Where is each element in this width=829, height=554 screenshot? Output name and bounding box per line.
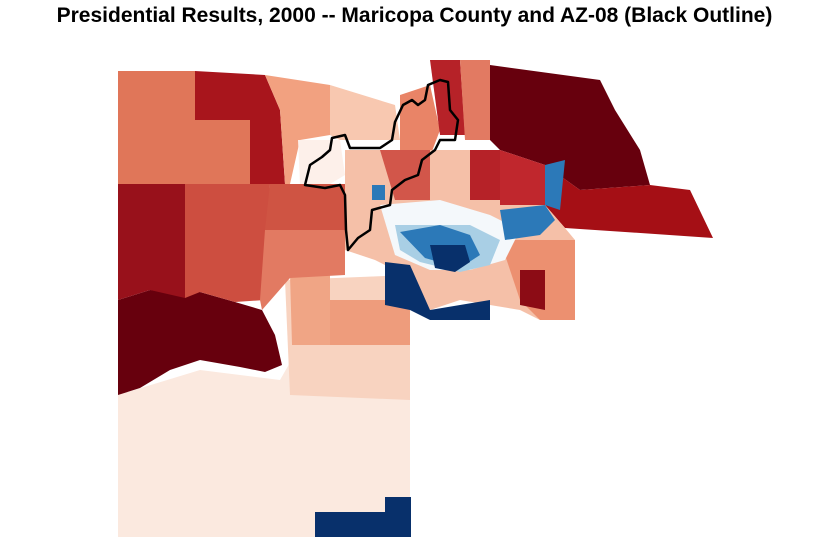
- precinct-urban-red2: [470, 150, 500, 200]
- precinct-blue-dot: [372, 185, 385, 200]
- precinct-west-red: [118, 184, 185, 300]
- precinct-south-darkblue: [385, 262, 490, 320]
- precinct-urban-red1: [380, 150, 430, 200]
- precinct-nw-light: [265, 75, 330, 184]
- precinct-n-pale: [330, 85, 400, 140]
- map-title: Presidential Results, 2000 -- Maricopa C…: [56, 4, 773, 27]
- precinct-mid-salmon: [290, 270, 330, 345]
- precinct-east-red2: [500, 150, 545, 205]
- precinct-urban-darkred: [520, 270, 545, 310]
- precinct-nc-salmon2: [460, 60, 490, 140]
- precinct-n-verypale: [298, 140, 345, 190]
- precinct-east-red: [545, 165, 713, 238]
- precinct-west-medred: [185, 184, 270, 302]
- precinct-urban-darkblue: [430, 245, 470, 272]
- precinct-nw-salmon: [118, 71, 250, 184]
- precinct-west-salmon: [260, 230, 345, 310]
- az08-outline: [303, 78, 460, 252]
- precinct-far-south-darkblue: [315, 497, 411, 537]
- precinct-cw-medred: [265, 184, 345, 230]
- precinct-nw-red: [195, 71, 285, 184]
- precinct-east-blue: [500, 205, 555, 240]
- precinct-ne-darkred: [490, 65, 650, 190]
- precinct-nc-salmon: [400, 85, 440, 170]
- precinct-east-blue-strip: [545, 160, 565, 210]
- precinct-west-darkred: [118, 290, 282, 395]
- precinct-mid-salmon2: [330, 300, 410, 345]
